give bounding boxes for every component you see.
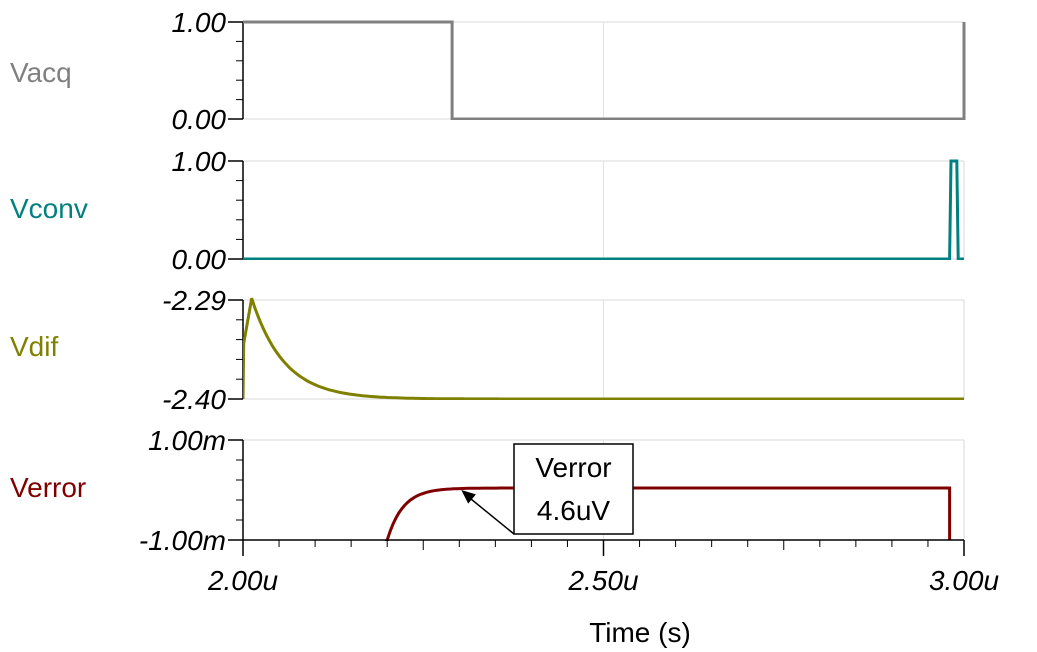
series-label: Vacq xyxy=(10,57,72,88)
x-tick-label: 2.00u xyxy=(207,565,278,596)
panel-verror: 1.00m -1.00m Verror xyxy=(10,425,965,556)
x-tick-label: 2.50u xyxy=(567,565,638,596)
x-tick-label: 3.00u xyxy=(929,565,999,596)
annotation: Verror 4.6uV xyxy=(461,443,634,535)
y-tick-label: 0.00 xyxy=(172,244,227,275)
series-line-vdif xyxy=(243,297,964,400)
y-tick-label: 0.00 xyxy=(172,104,227,135)
y-tick-label: 1.00 xyxy=(172,7,227,38)
y-tick-label: 1.00 xyxy=(172,146,227,177)
series-line-vconv xyxy=(243,159,964,260)
panel-vacq: 1.00 0.00 Vacq xyxy=(10,7,966,135)
annotation-title: Verror xyxy=(535,452,611,483)
series-label: Vconv xyxy=(10,193,88,224)
annotation-arrowhead xyxy=(461,490,476,504)
series-label: Vdif xyxy=(10,331,58,362)
panels: 1.00 0.00 Vacq 1.00 0.00 Vconv -2.29 -2.40 Vdif 1… xyxy=(10,7,966,556)
series-line-verror xyxy=(384,486,952,541)
annotation-value: 4.6uV xyxy=(537,495,610,526)
x-axis: 2.00u 2.50u 3.00u xyxy=(207,539,999,596)
annotation-arrow xyxy=(466,495,515,535)
annotation-box xyxy=(513,443,634,535)
x-axis-title: Time (s) xyxy=(589,617,691,648)
series-line-vacq xyxy=(243,20,966,120)
y-tick-label: -1.00m xyxy=(139,525,226,556)
series-label: Verror xyxy=(10,472,86,503)
panel-vconv: 1.00 0.00 Vconv xyxy=(10,146,965,275)
y-tick-label: -2.40 xyxy=(162,384,226,415)
panel-vdif: -2.29 -2.40 Vdif xyxy=(10,285,965,415)
y-tick-label: -2.29 xyxy=(162,285,226,316)
y-tick-label: 1.00m xyxy=(148,425,226,456)
